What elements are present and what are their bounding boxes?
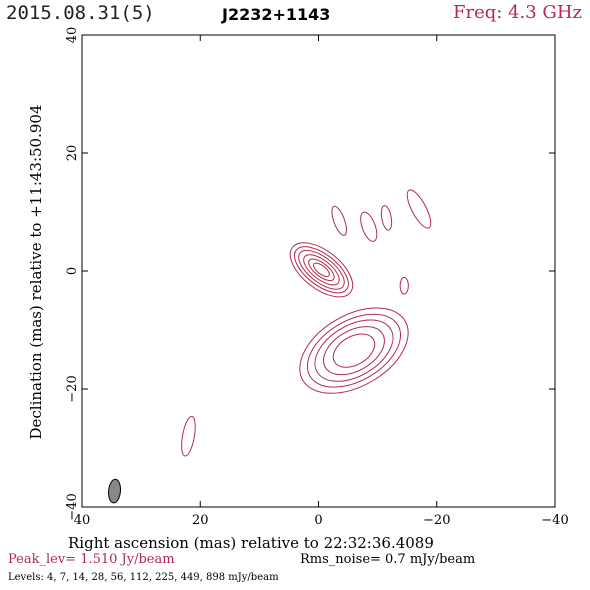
jet-contour — [313, 262, 330, 277]
x-axis-ticks: 40 20 0 −20 −40 — [74, 35, 569, 528]
contour-levels: Levels: 4, 7, 14, 28, 56, 112, 225, 449,… — [8, 572, 279, 583]
y-axis-label: Declination (mas) relative to +11:43:50.… — [27, 104, 45, 439]
x-tick-label: 20 — [192, 513, 209, 528]
y-tick-label: −40 — [65, 493, 80, 520]
frequency-label: Freq: 4.3 GHz — [453, 2, 582, 23]
isolated-contour — [360, 211, 378, 242]
x-tick-label: −20 — [423, 513, 450, 528]
jet-contour — [289, 242, 354, 298]
beam-shape — [108, 478, 121, 504]
extended-contour — [299, 307, 409, 394]
x-axis-label: Right ascension (mas) relative to 22:32:… — [68, 534, 434, 552]
y-tick-label: −20 — [65, 375, 80, 402]
extended-contour — [306, 313, 402, 388]
x-tick-label: 0 — [314, 513, 322, 528]
y-axis-ticks: 40 20 0 −20 −40 — [65, 27, 555, 521]
x-tick-label: −40 — [541, 513, 568, 528]
jet-contour — [298, 249, 345, 290]
plot-frame — [81, 34, 556, 508]
extended-contour — [323, 326, 385, 376]
rms-noise: Rms_noise= 0.7 mJy/beam — [300, 552, 476, 567]
peak-level: Peak_lev= 1.510 Jy/beam — [8, 552, 175, 567]
isolated-contour — [380, 205, 393, 231]
jet-contour — [294, 246, 349, 294]
contour-group — [181, 189, 432, 457]
isolated-contour — [331, 205, 347, 236]
extended-contour — [332, 333, 376, 368]
y-tick-label: 0 — [65, 267, 80, 275]
x-tick-label: 40 — [74, 513, 91, 528]
y-tick-label: 20 — [65, 145, 80, 162]
isolated-contour — [181, 415, 196, 457]
observation-date: 2015.08.31(5) — [6, 2, 155, 24]
beam-ellipse — [108, 478, 121, 504]
source-name: J2232+1143 — [222, 5, 331, 24]
jet-contour — [303, 254, 340, 286]
isolated-contour — [406, 189, 432, 229]
isolated-contour — [399, 276, 409, 295]
extended-contour — [314, 319, 394, 382]
y-tick-label: 40 — [65, 27, 80, 44]
jet-contour — [308, 258, 335, 282]
